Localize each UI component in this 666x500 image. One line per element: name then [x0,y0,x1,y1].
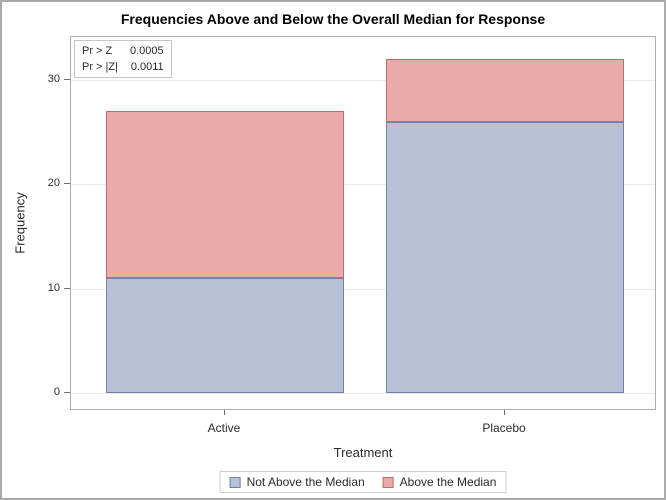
y-tick-label-10: 10 [47,281,60,294]
y-tick-30 [64,79,70,80]
y-axis-title: Frequency [12,192,28,254]
gridline-y-10 [71,288,655,290]
chart-title: Frequencies Above and Below the Overall … [120,11,546,27]
x-category-label-active: Active [207,421,241,435]
bar-segment-placebo-not-above-the-median [386,121,624,393]
x-category-label-placebo: Placebo [482,421,526,435]
legend-label: Above the Median [399,475,497,489]
legend-item-above-the-median: Above the Median [382,475,497,489]
y-tick-label-30: 30 [47,73,60,85]
x-axis-title: Treatment [333,445,393,460]
bar-segment-placebo-above-the-median [386,59,624,122]
inset-row-value: 0.0011 [130,61,164,73]
inset-row-label: Pr > Z [82,45,113,57]
bar-segment-active-not-above-the-median [106,278,344,393]
legend-swatch-icon [229,476,241,488]
bar-segment-active-above-the-median [106,111,344,279]
legend: Not Above the Median Above the Median [219,471,507,493]
x-tick-active [224,410,225,415]
y-tick-label-20: 20 [47,177,60,190]
inset-row-value: 0.0005 [129,45,164,57]
legend-swatch-icon [382,476,394,488]
pvalue-inset-table: Pr > Z 0.0005 Pr > |Z| 0.0011 [74,40,172,78]
x-tick-placebo [504,410,505,415]
inset-row-label: Pr > |Z| [82,61,118,73]
gridline-y-30 [71,80,655,81]
gridline-y-20 [71,184,655,186]
y-tick-0 [64,392,70,393]
y-tick-10 [64,287,70,289]
plot-wall: Pr > Z 0.0005 Pr > |Z| 0.0011 [70,36,656,410]
gridline-y-0 [71,393,655,394]
y-tick-label-0: 0 [53,386,60,398]
legend-label: Not Above the Median [246,475,365,489]
legend-item-not-above-the-median: Not Above the Median [229,475,365,489]
y-tick-20 [64,183,70,185]
